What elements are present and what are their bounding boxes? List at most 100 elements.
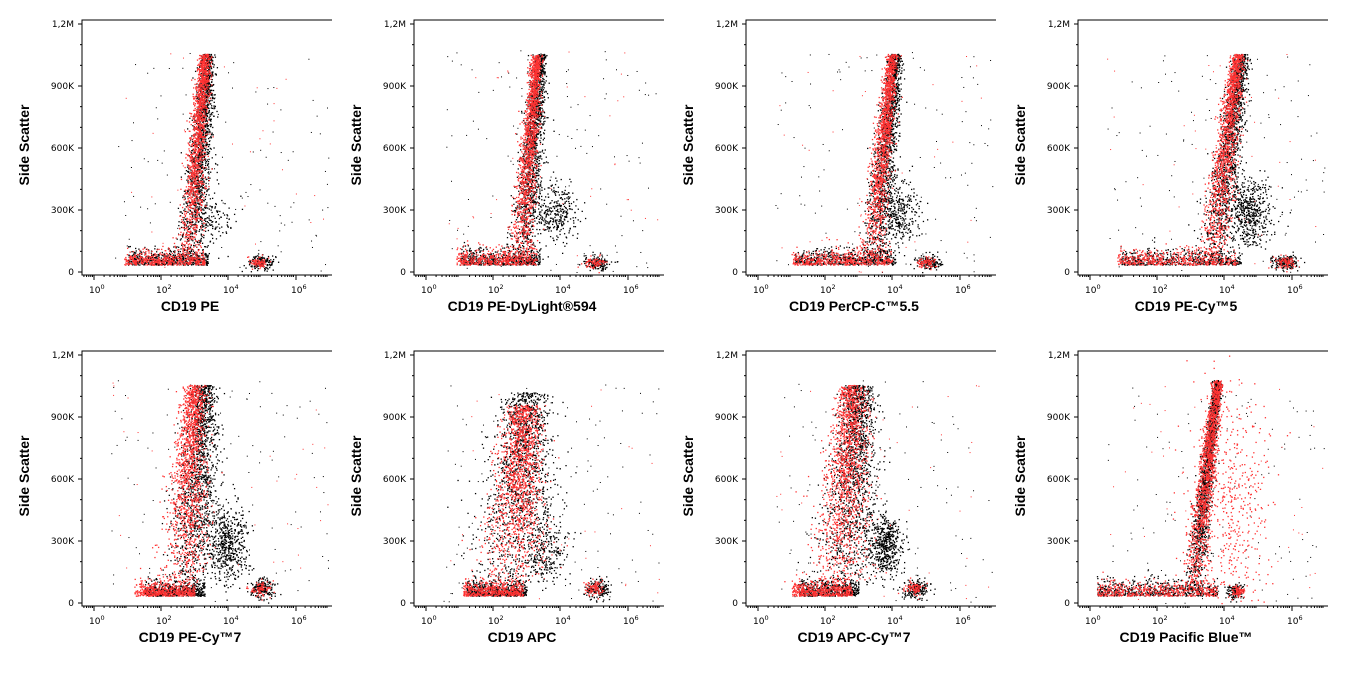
data-point [219, 210, 221, 213]
data-point [196, 213, 198, 215]
data-point [137, 257, 140, 260]
data-point [188, 233, 191, 236]
data-point [196, 253, 199, 255]
data-point [200, 156, 202, 158]
data-point [199, 109, 201, 111]
data-point [210, 61, 213, 63]
data-point [192, 238, 194, 240]
data-point [204, 86, 207, 89]
data-point [174, 261, 177, 263]
data-point [155, 254, 158, 256]
data-point [196, 240, 198, 243]
data-point [137, 264, 140, 266]
data-point [204, 211, 207, 214]
data-point [191, 175, 193, 177]
data-point [195, 87, 197, 89]
data-point [197, 90, 200, 92]
data-point [260, 264, 262, 266]
data-point [228, 207, 230, 209]
data-point [168, 262, 170, 265]
data-point [524, 250, 527, 252]
data-point [205, 80, 207, 82]
data-point [193, 141, 195, 143]
data-point [160, 95, 162, 97]
data-point [201, 258, 204, 261]
data-point [156, 257, 158, 259]
data-point [179, 250, 181, 253]
data-point [169, 260, 172, 263]
data-point [183, 229, 186, 231]
data-point [189, 216, 191, 218]
data-point [524, 225, 527, 227]
data-point [204, 114, 206, 117]
data-point [212, 126, 214, 129]
data-point [209, 131, 211, 134]
data-point [208, 188, 210, 190]
data-point [185, 212, 188, 215]
data-point [202, 68, 205, 70]
data-point [146, 260, 148, 262]
data-point [150, 257, 152, 260]
data-point [191, 160, 193, 163]
data-point [535, 142, 537, 145]
data-point [202, 213, 204, 215]
data-point [182, 113, 184, 115]
data-point [170, 251, 172, 253]
data-point [184, 249, 186, 252]
data-point [202, 146, 205, 148]
data-point [207, 130, 209, 133]
data-point [168, 259, 170, 261]
data-point [193, 97, 195, 99]
data-point [183, 195, 185, 197]
data-point [138, 262, 140, 265]
data-point [187, 170, 189, 173]
data-point [155, 262, 158, 265]
data-point [187, 154, 189, 157]
data-point [202, 175, 204, 177]
data-point [200, 72, 202, 75]
data-point [277, 245, 279, 247]
data-point [207, 112, 210, 114]
data-point [191, 210, 193, 213]
data-point [204, 124, 206, 127]
data-point [206, 89, 209, 92]
data-point [259, 256, 261, 258]
data-point [252, 258, 254, 261]
data-point [197, 263, 200, 265]
data-point [213, 215, 215, 217]
data-point [537, 183, 539, 185]
data-point [150, 252, 153, 254]
data-point [185, 157, 187, 159]
data-point [526, 137, 529, 140]
data-point [200, 259, 202, 261]
data-point [295, 193, 297, 195]
data-point [212, 220, 214, 223]
data-point [186, 242, 188, 244]
data-point [196, 127, 198, 130]
data-point [217, 213, 219, 216]
data-point [193, 159, 195, 161]
data-point [201, 124, 204, 126]
data-point [187, 176, 189, 178]
data-point [200, 81, 202, 84]
data-point [199, 70, 201, 72]
data-point [196, 190, 198, 192]
data-point [194, 150, 196, 152]
data-point [197, 262, 199, 264]
data-point [188, 243, 191, 245]
data-point [205, 66, 207, 68]
data-point [187, 175, 190, 177]
data-point [159, 264, 161, 266]
data-point [195, 131, 197, 134]
data-point [194, 232, 196, 234]
data-point [211, 114, 213, 116]
data-point [157, 257, 160, 259]
data-point [254, 265, 256, 268]
data-point [193, 176, 195, 179]
data-point [193, 253, 195, 255]
data-point [167, 248, 170, 250]
data-point [199, 54, 201, 57]
data-point [208, 152, 210, 155]
data-point [134, 258, 137, 260]
data-point [201, 211, 203, 214]
